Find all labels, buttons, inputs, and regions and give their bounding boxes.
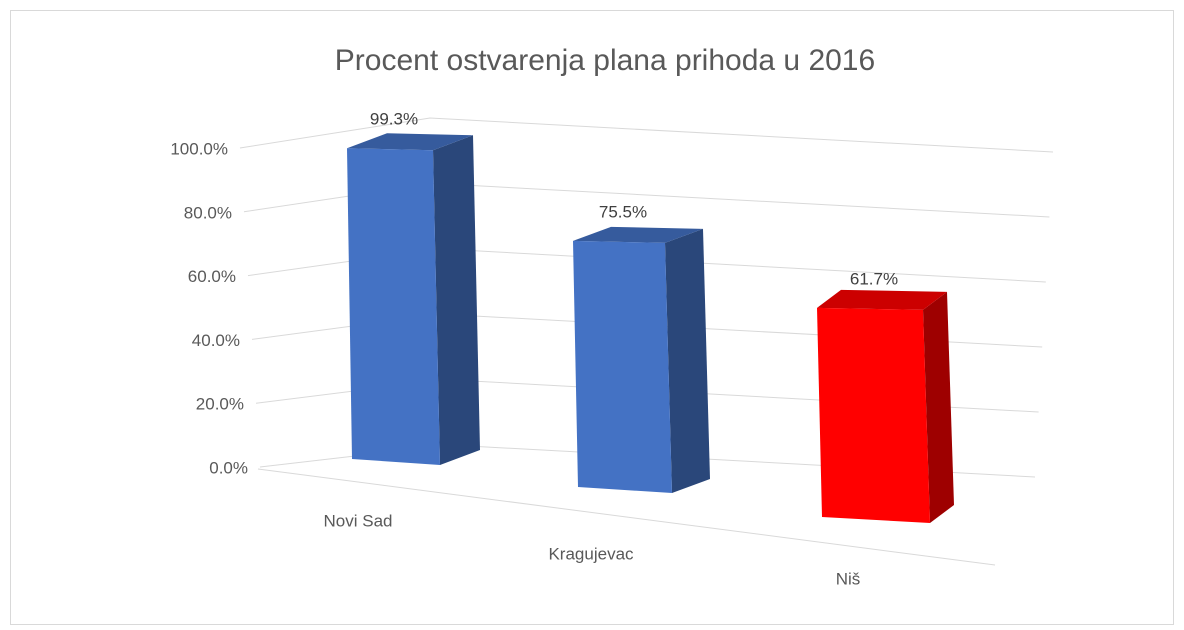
y-tick-label: 40.0%: [192, 331, 240, 350]
y-tick-label: 20.0%: [196, 395, 244, 414]
value-label: 61.7%: [850, 269, 898, 288]
bar-top: [817, 289, 947, 310]
x-tick-label: Kragujevac: [548, 544, 634, 563]
bar-side: [433, 135, 480, 466]
floor-edge: [257, 468, 996, 566]
y-tick-label: 100.0%: [170, 139, 228, 158]
grid-line: [239, 117, 1054, 153]
y-tick-label: 80.0%: [184, 203, 232, 222]
x-tick-label: Niš: [836, 569, 861, 588]
bar-top: [347, 133, 473, 151]
bar-side: [665, 228, 710, 493]
y-tick-label: 60.0%: [188, 267, 236, 286]
bar: [573, 240, 672, 493]
bar: [347, 148, 440, 466]
value-label: 99.3%: [370, 110, 418, 129]
chart-title: Procent ostvarenja plana prihoda u 2016: [335, 44, 875, 77]
bar-top: [573, 226, 703, 243]
y-tick-label: 0.0%: [209, 458, 248, 477]
bar-side: [923, 291, 954, 523]
bar: [817, 307, 930, 523]
value-label: 75.5%: [599, 202, 647, 221]
x-tick-label: Novi Sad: [324, 511, 393, 530]
